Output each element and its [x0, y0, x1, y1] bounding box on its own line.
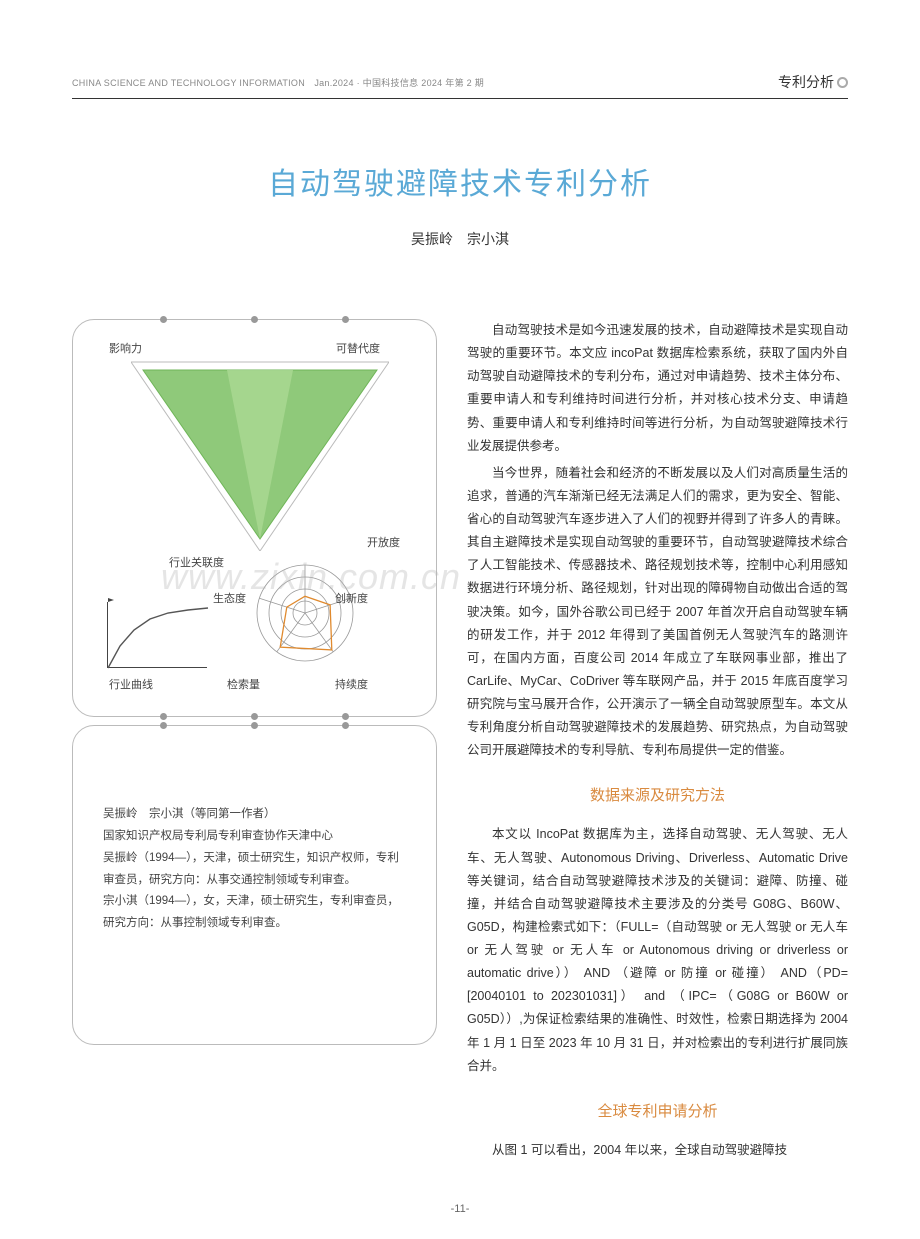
page-header: CHINA SCIENCE AND TECHNOLOGY INFORMATION…: [72, 72, 848, 99]
paragraph: 从图 1 可以看出，2004 年以来，全球自动驾驶避障技: [467, 1139, 848, 1162]
radar-chart: [230, 548, 380, 678]
label-industry-rel: 行业关联度: [169, 554, 224, 570]
label-influence: 影响力: [109, 340, 142, 356]
section-heading: 数据来源及研究方法: [467, 784, 848, 805]
page-number: -11-: [0, 1203, 920, 1215]
indicator-panel: 影响力 可替代度 开放度 行业关联度 生态度 创新度 检索量 持续度 行业曲线 …: [72, 319, 437, 717]
article-body: 自动驾驶技术是如今迅速发展的技术，自动避障技术是实现自动驾驶的重要环节。本文应 …: [467, 319, 848, 1166]
author-line: 吴振岭（1994—），天津，硕士研究生，知识产权师，专利审查员，研究方向：从事交…: [103, 848, 406, 892]
author-line: 国家知识产权局专利局专利审查协作天津中心: [103, 826, 406, 848]
journal-info: CHINA SCIENCE AND TECHNOLOGY INFORMATION…: [72, 76, 484, 89]
paragraph: 本文以 IncoPat 数据库为主，选择自动驾驶、无人驾驶、无人车、无人驾驶、A…: [467, 823, 848, 1077]
label-substitute: 可替代度: [336, 340, 380, 356]
section-label: 专利分析: [778, 72, 834, 92]
section-heading: 全球专利申请分析: [467, 1100, 848, 1121]
label-innovation: 创新度: [335, 590, 368, 606]
paragraph: 自动驾驶技术是如今迅速发展的技术，自动避障技术是实现自动驾驶的重要环节。本文应 …: [467, 319, 848, 458]
triangle-chart: [131, 356, 389, 551]
author-line: 吴振岭 宗小淇（等同第一作者）: [103, 804, 406, 826]
label-open: 开放度: [367, 534, 400, 550]
industry-curve-chart: [107, 602, 207, 668]
author-info-block: 吴振岭 宗小淇（等同第一作者） 国家知识产权局专利局专利审查协作天津中心 吴振岭…: [91, 744, 418, 951]
author-line: 宗小淇（1994—），女，天津，硕士研究生，专利审查员，研究方向：从事控制领域专…: [103, 891, 406, 935]
section-name: 专利分析: [778, 72, 848, 92]
article-title: 自动驾驶避障技术专利分析: [72, 159, 848, 203]
paragraph: 当今世界，随着社会和经济的不断发展以及人们对高质量生活的追求，普通的汽车渐渐已经…: [467, 462, 848, 763]
article-authors: 吴振岭 宗小淇: [72, 229, 848, 249]
ring-icon: [837, 77, 848, 88]
label-curve: 行业曲线: [109, 676, 153, 692]
label-search-vol: 检索量: [227, 676, 260, 692]
author-info-panel: 吴振岭 宗小淇（等同第一作者） 国家知识产权局专利局专利审查协作天津中心 吴振岭…: [72, 725, 437, 1045]
label-ecology: 生态度: [213, 590, 246, 606]
label-sustain: 持续度: [335, 676, 368, 692]
